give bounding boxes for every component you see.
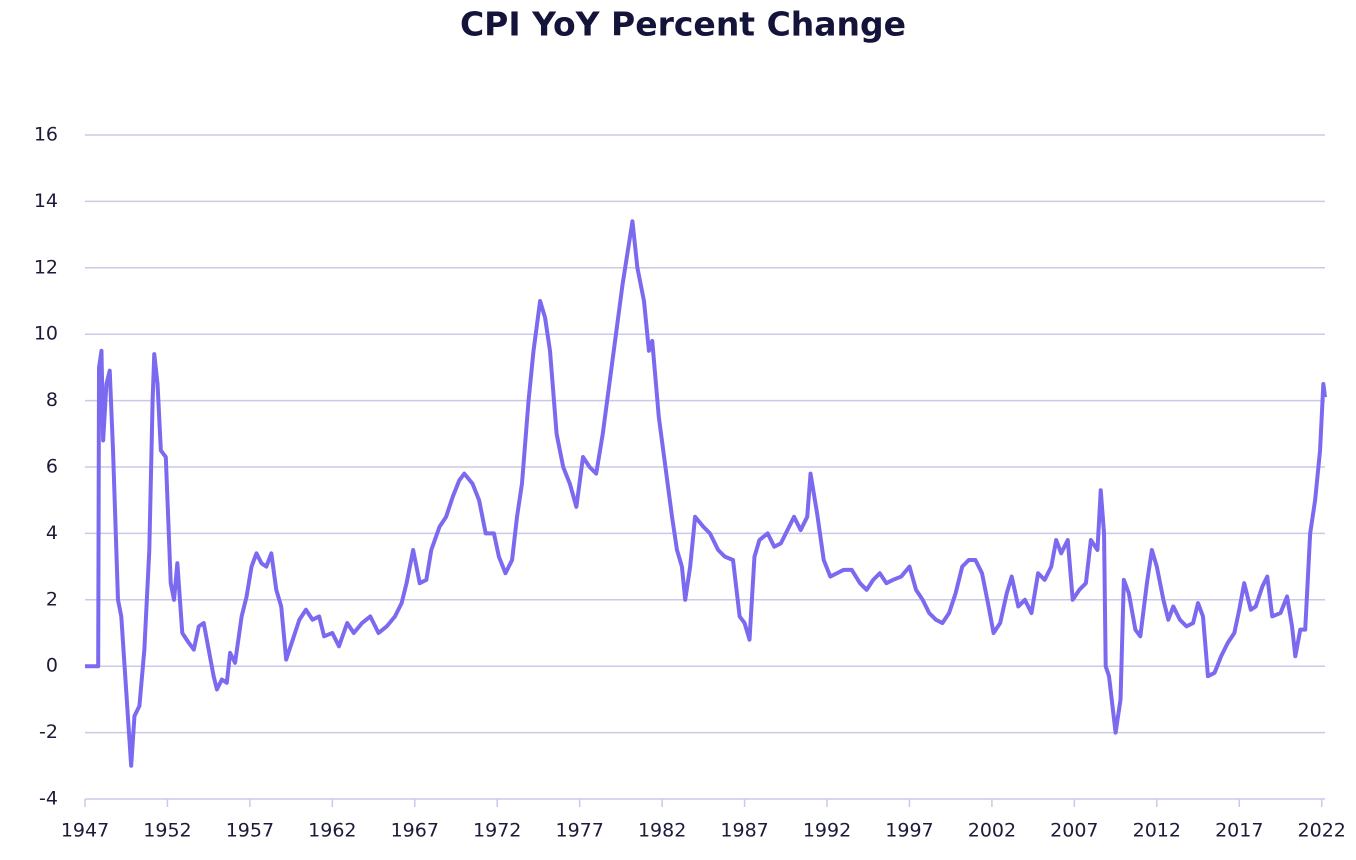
- chart-title: CPI YoY Percent Change: [460, 5, 906, 44]
- x-tick-label: 1967: [391, 820, 439, 842]
- x-tick-label: 1947: [61, 820, 109, 842]
- x-tick-label: 2022: [1298, 820, 1346, 842]
- x-tick-label: 1957: [226, 820, 274, 842]
- x-tick-label: 1997: [885, 820, 933, 842]
- line-series: [85, 219, 1327, 768]
- x-tick-label: 2007: [1050, 820, 1098, 842]
- y-tick-label: 16: [34, 124, 58, 146]
- x-tick-label: 1977: [556, 820, 604, 842]
- x-tick-label: 1962: [308, 820, 356, 842]
- x-tick-label: 1952: [143, 820, 191, 842]
- y-tick-label: 10: [34, 323, 58, 345]
- y-tick-label: 12: [34, 256, 58, 278]
- x-tick-label: 1992: [803, 820, 851, 842]
- y-tick-label: 4: [46, 522, 58, 544]
- x-tick-label: 2012: [1133, 820, 1181, 842]
- y-tick-label: 8: [46, 389, 58, 411]
- y-tick-label: 0: [46, 655, 58, 677]
- x-tick-label: 2017: [1215, 820, 1263, 842]
- x-tick-label: 1982: [638, 820, 686, 842]
- y-tick-label: -4: [39, 788, 58, 810]
- x-tick-label: 1972: [473, 820, 521, 842]
- y-tick-label: 2: [46, 588, 58, 610]
- y-tick-label: -2: [39, 721, 58, 743]
- x-tick-label: 2002: [968, 820, 1016, 842]
- x-tick-label: 1987: [720, 820, 768, 842]
- y-tick-label: 6: [46, 456, 58, 478]
- y-tick-label: 14: [34, 190, 58, 212]
